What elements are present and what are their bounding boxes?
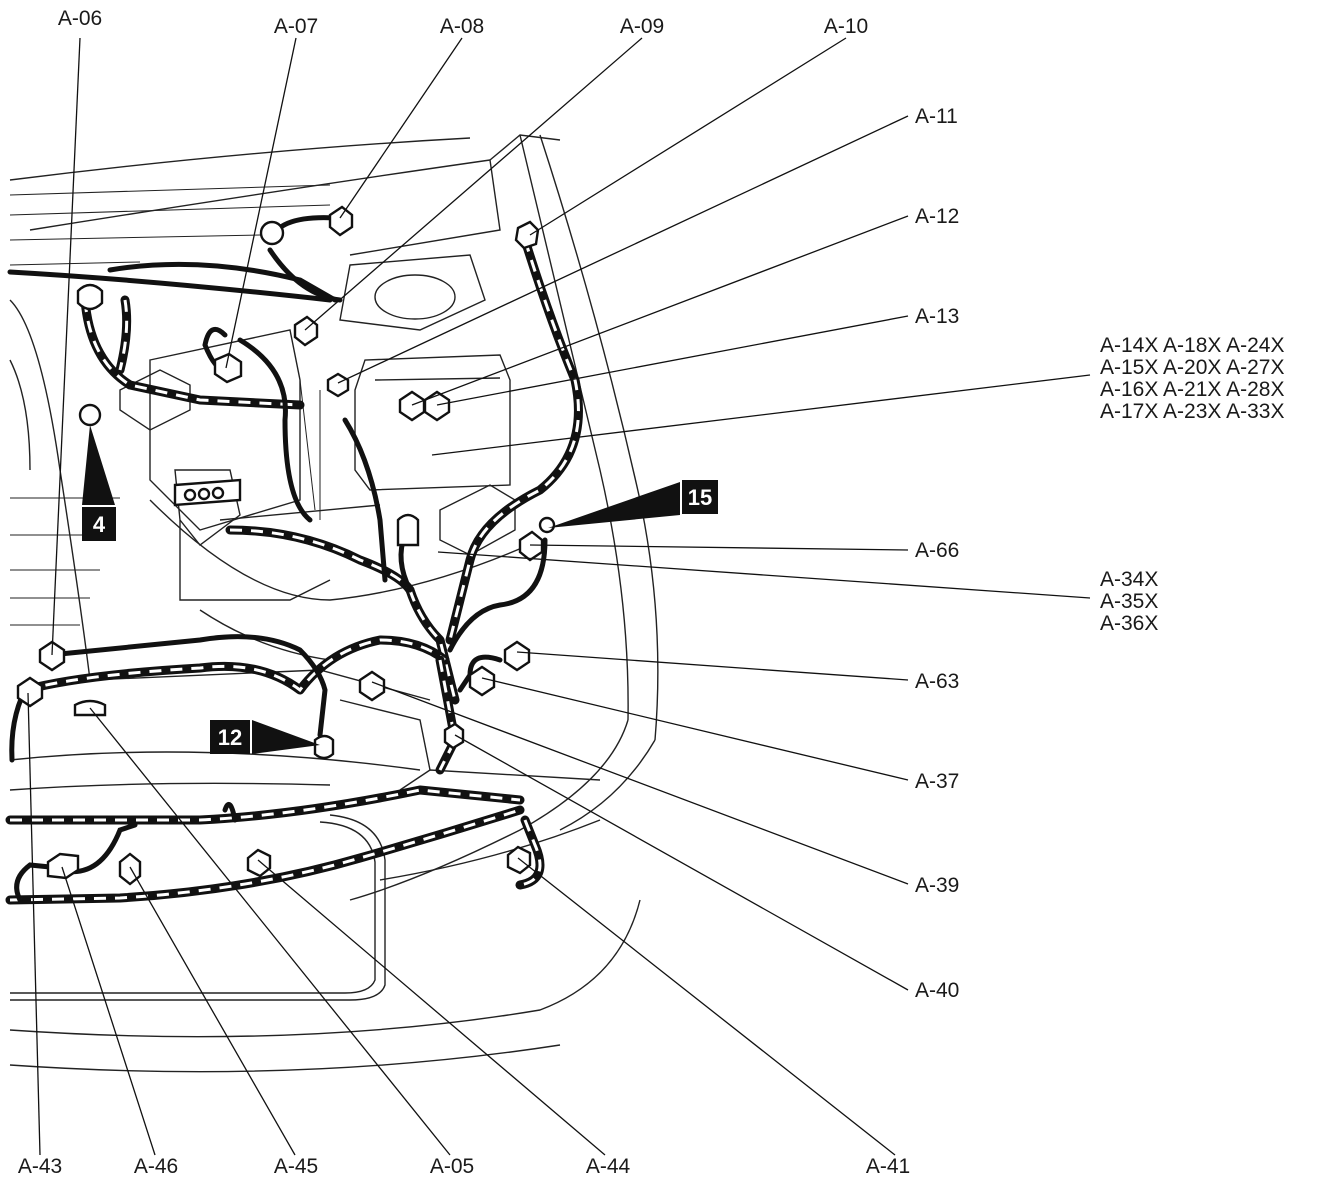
- label-group-34-row3: A-36X: [1100, 612, 1158, 635]
- vehicle-body-outline: [9, 134, 659, 1073]
- label-a07: A-07: [274, 15, 318, 38]
- badge-12-label: 12: [218, 725, 242, 750]
- label-a46: A-46: [134, 1155, 178, 1178]
- label-group-x-row2: A-15X A-20X A-27X: [1100, 356, 1284, 379]
- label-a12: A-12: [915, 205, 959, 228]
- label-a41: A-41: [866, 1155, 910, 1178]
- label-a37: A-37: [915, 770, 959, 793]
- wiring-harness-routes: [5, 215, 583, 905]
- label-a63: A-63: [915, 670, 959, 693]
- label-a08: A-08: [440, 15, 484, 38]
- connector-symbols: [16, 205, 556, 886]
- label-a66: A-66: [915, 539, 959, 562]
- label-a45: A-45: [274, 1155, 318, 1178]
- badge-15-label: 15: [688, 485, 712, 510]
- callout-labels: A-06 A-07 A-08 A-09 A-10 A-11 A-12 A-13 …: [18, 7, 1285, 1178]
- label-a39: A-39: [915, 874, 959, 897]
- label-a05: A-05: [430, 1155, 474, 1178]
- marker-15: 15: [548, 480, 718, 528]
- badge-4-label: 4: [93, 512, 106, 537]
- label-a11: A-11: [915, 105, 958, 128]
- marker-12: 12: [210, 720, 320, 754]
- label-group-34-row2: A-35X: [1100, 590, 1158, 613]
- marker-4: 4: [82, 425, 116, 541]
- label-a06: A-06: [58, 7, 102, 30]
- label-a13: A-13: [915, 305, 959, 328]
- label-group-x-row4: A-17X A-23X A-33X: [1100, 400, 1284, 423]
- label-group-x-row3: A-16X A-21X A-28X: [1100, 378, 1284, 401]
- label-group-x-row1: A-14X A-18X A-24X: [1100, 334, 1284, 357]
- label-group-34-row1: A-34X: [1100, 568, 1158, 591]
- label-a44: A-44: [586, 1155, 631, 1178]
- label-a40: A-40: [915, 979, 959, 1002]
- leader-lines: [27, 37, 1091, 1156]
- label-a09: A-09: [620, 15, 664, 38]
- label-a43: A-43: [18, 1155, 62, 1178]
- label-a10: A-10: [824, 15, 868, 38]
